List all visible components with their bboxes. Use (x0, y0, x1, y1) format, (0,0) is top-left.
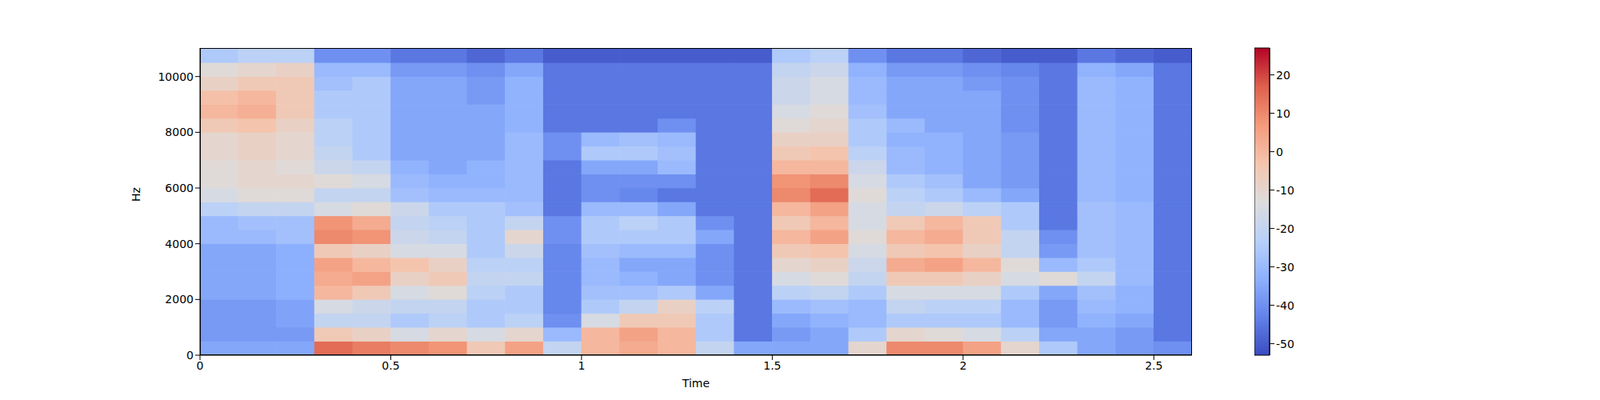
svg-text:-10: -10 (1276, 184, 1295, 197)
svg-text:4000: 4000 (164, 237, 194, 251)
svg-text:-30: -30 (1276, 260, 1295, 274)
svg-text:6000: 6000 (164, 181, 194, 195)
svg-text:10: 10 (1276, 107, 1291, 120)
svg-text:0: 0 (1276, 145, 1284, 159)
svg-text:2: 2 (959, 359, 967, 372)
svg-text:-40: -40 (1276, 299, 1295, 312)
svg-text:0: 0 (186, 348, 194, 362)
svg-text:Time: Time (681, 376, 710, 390)
svg-text:Hz: Hz (129, 187, 143, 202)
svg-text:10000: 10000 (157, 70, 194, 84)
svg-text:2.5: 2.5 (1144, 359, 1163, 372)
svg-text:1: 1 (577, 359, 585, 372)
svg-text:20: 20 (1276, 68, 1291, 82)
svg-text:1.5: 1.5 (763, 359, 781, 372)
svg-text:0.5: 0.5 (381, 359, 400, 372)
svg-text:2000: 2000 (164, 292, 194, 306)
svg-text:8000: 8000 (164, 125, 194, 139)
svg-text:-20: -20 (1276, 222, 1295, 236)
svg-text:0: 0 (196, 359, 204, 372)
svg-text:-50: -50 (1276, 337, 1295, 351)
